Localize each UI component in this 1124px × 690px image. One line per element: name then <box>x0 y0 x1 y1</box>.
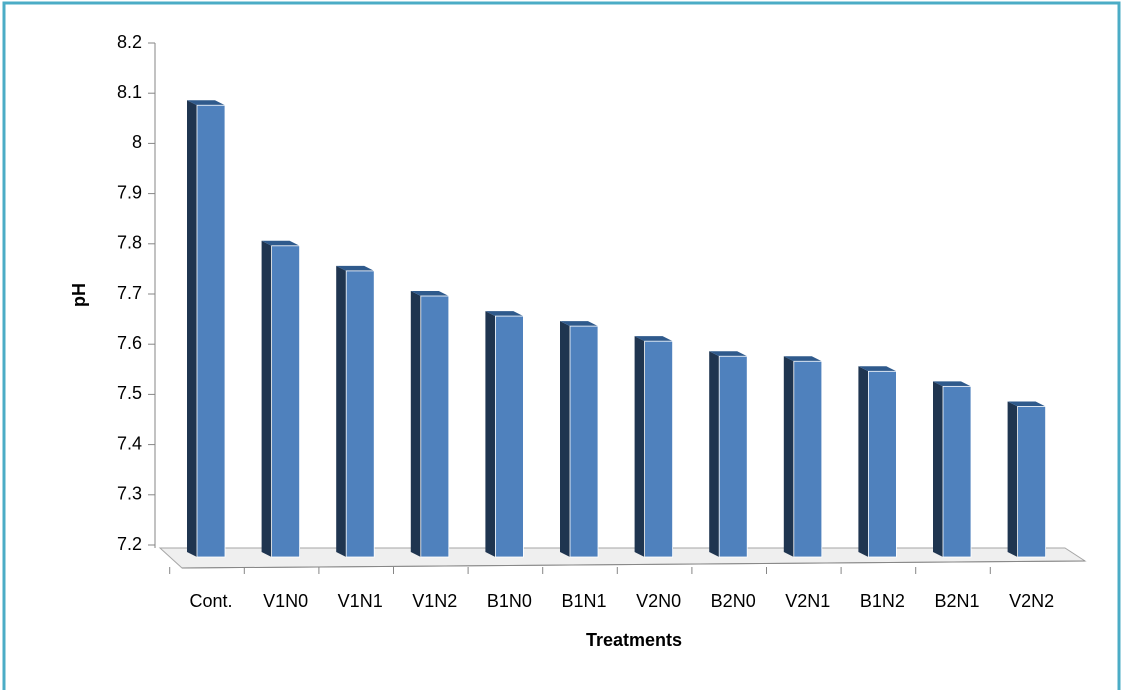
y-tick-label: 8.1 <box>117 82 142 102</box>
bar <box>793 360 823 558</box>
x-tick-label: V1N1 <box>338 591 383 611</box>
bar-top <box>634 336 673 342</box>
bar-side <box>187 100 197 558</box>
y-tick-label: 7.8 <box>117 233 142 253</box>
y-tick-label: 7.5 <box>117 383 142 403</box>
bar-side <box>1007 401 1018 557</box>
bar-top <box>858 366 897 372</box>
bar <box>420 295 450 558</box>
bar <box>196 104 226 558</box>
x-tick-label: V2N1 <box>785 591 830 611</box>
y-tick-label: 8 <box>132 132 142 152</box>
y-tick-label: 7.2 <box>117 534 142 554</box>
x-axis <box>181 560 1086 569</box>
y-tick-label: 7.4 <box>117 433 142 453</box>
bar <box>942 385 972 558</box>
bar <box>644 340 673 558</box>
bar-side <box>261 240 272 558</box>
x-tick-label: V1N2 <box>412 591 457 611</box>
y-tick-label: 8.2 <box>117 32 142 52</box>
bar <box>271 245 301 558</box>
y-tick-label: 7.3 <box>117 484 142 504</box>
bar-side <box>485 311 496 557</box>
bar <box>1017 406 1046 558</box>
bar <box>345 270 375 558</box>
bar-side <box>410 291 421 557</box>
x-axis-title: Treatments <box>586 630 682 650</box>
bar-side <box>783 356 794 557</box>
bar-side <box>560 321 570 557</box>
bar-side <box>336 265 347 557</box>
bar <box>868 370 897 558</box>
x-tick-label: B1N1 <box>561 591 606 611</box>
bar-side <box>858 366 869 557</box>
bar-top <box>1007 401 1046 407</box>
y-tick-label: 7.9 <box>117 182 142 202</box>
y-tick-label: 7.6 <box>117 333 142 353</box>
x-tick-label: B1N2 <box>860 591 905 611</box>
x-tick-label: V1N0 <box>263 591 308 611</box>
bar <box>569 325 599 558</box>
bar <box>718 355 748 558</box>
bar-side <box>634 336 645 557</box>
x-tick-label: B2N0 <box>711 591 756 611</box>
bar-top <box>261 240 300 246</box>
bar <box>494 315 524 558</box>
y-tick-label: 7.7 <box>117 283 142 303</box>
bar-top <box>933 381 971 387</box>
x-tick-label: V2N2 <box>1009 591 1054 611</box>
bar-side <box>709 351 720 557</box>
y-axis-title: pH <box>69 283 89 307</box>
x-tick-label: B1N0 <box>487 591 532 611</box>
bar-side <box>933 381 943 557</box>
bar-top <box>187 100 225 106</box>
bar-top <box>410 291 449 296</box>
bar-top <box>336 265 375 271</box>
bar-top <box>560 321 598 327</box>
bar-top <box>709 351 748 357</box>
bar-top <box>783 356 822 362</box>
x-tick-label: Cont. <box>189 591 232 611</box>
bar-top <box>485 311 524 317</box>
x-tick-label: B2N1 <box>934 591 979 611</box>
x-tick-label: V2N0 <box>636 591 681 611</box>
